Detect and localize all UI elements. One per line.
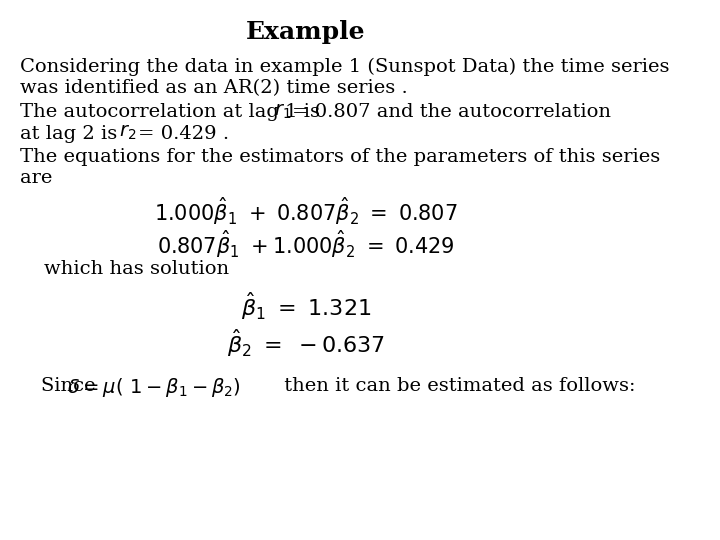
- Text: $\hat{\beta}_2 \ = \ -0.637$: $\hat{\beta}_2 \ = \ -0.637$: [227, 327, 384, 359]
- Text: The equations for the estimators of the parameters of this series: The equations for the estimators of the …: [19, 147, 660, 166]
- Text: = 0.429 .: = 0.429 .: [138, 125, 229, 143]
- Text: at lag 2 is: at lag 2 is: [19, 125, 123, 143]
- Text: $\delta = \mu(\ 1 - \beta_1 - \beta_2)$: $\delta = \mu(\ 1 - \beta_1 - \beta_2)$: [67, 376, 241, 400]
- Text: = 0.807 and the autocorrelation: = 0.807 and the autocorrelation: [292, 104, 611, 122]
- Text: Example: Example: [246, 20, 366, 44]
- Text: was identified as an AR(2) time series .: was identified as an AR(2) time series .: [19, 79, 408, 97]
- Text: $r_2$: $r_2$: [119, 124, 136, 142]
- Text: are: are: [19, 169, 52, 187]
- Text: $r_1$: $r_1$: [274, 103, 291, 120]
- Text: then it can be estimated as follows:: then it can be estimated as follows:: [279, 377, 636, 395]
- Text: $1.000\hat{\beta}_1 \ + \ 0.807\hat{\beta}_2 \ = \ 0.807$: $1.000\hat{\beta}_1 \ + \ 0.807\hat{\bet…: [154, 196, 458, 227]
- Text: $0.807\hat{\beta}_1 \ +1.000\hat{\beta}_2 \ = \ 0.429$: $0.807\hat{\beta}_1 \ +1.000\hat{\beta}_…: [157, 228, 454, 260]
- Text: $\hat{\beta}_1 \ = \ 1.321$: $\hat{\beta}_1 \ = \ 1.321$: [240, 290, 371, 322]
- Text: Since: Since: [41, 377, 102, 395]
- Text: which has solution: which has solution: [44, 260, 229, 278]
- Text: Considering the data in example 1 (Sunspot Data) the time series: Considering the data in example 1 (Sunsp…: [19, 58, 669, 76]
- Text: The autocorrelation at lag 1 is: The autocorrelation at lag 1 is: [19, 104, 326, 122]
